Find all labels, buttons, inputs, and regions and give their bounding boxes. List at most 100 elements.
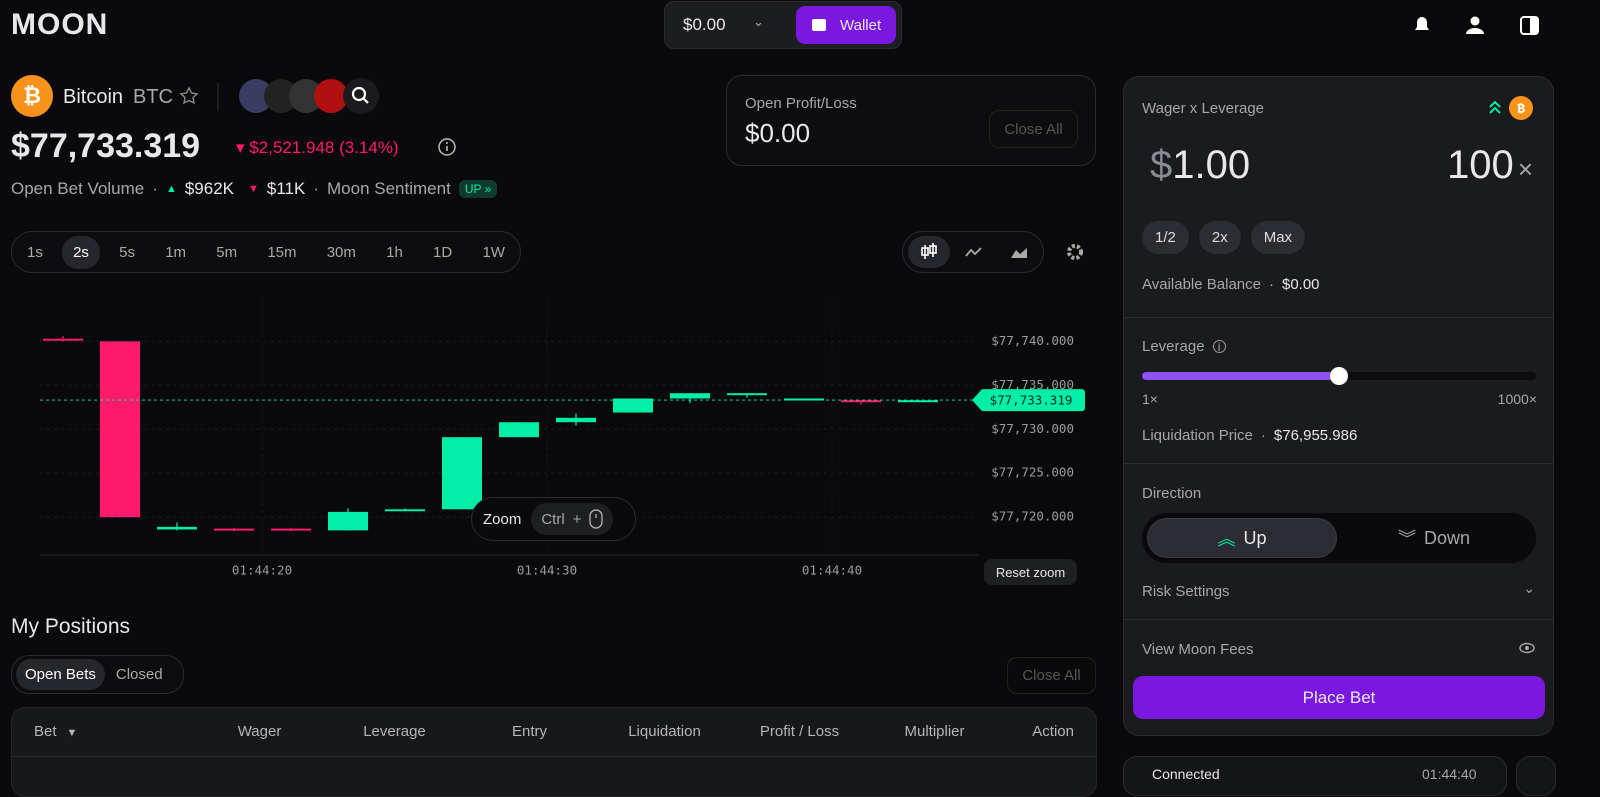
zoom-label: Zoom [483,510,522,528]
leverage-label-row: Leverage i [1142,338,1226,355]
candle-body [442,437,482,510]
quick-button[interactable]: 1/2 [1142,221,1189,254]
candle-body [727,393,767,396]
up-button[interactable]: ︽ Up [1147,518,1337,558]
candle-body [556,417,596,423]
candle-body [100,341,140,518]
currency: $ [1150,143,1173,187]
interval[interactable]: 15m [267,243,297,261]
tab[interactable]: Open Bets [16,659,105,690]
positions-tabs: Open Bets Closed [11,655,184,694]
dot: · [152,179,158,198]
logo[interactable]: MOON [11,8,109,41]
risk-settings[interactable]: Risk Settings [1142,583,1230,600]
leverage-label: Leverage [1142,338,1205,355]
down-arrow: ▾ [236,138,250,157]
quick-button[interactable]: Max [1250,221,1306,254]
svg-text:₿: ₿ [23,84,41,109]
svg-text:₿: ₿ [1517,102,1525,117]
interval[interactable]: 5m [216,243,238,261]
asset-icons: ₿ [11,75,379,117]
candle-body [898,400,938,403]
last-price-tag [972,389,1085,412]
interval[interactable]: 1W [482,243,505,261]
up-arrow: ▲ [165,183,177,195]
mouse-icon [589,509,604,529]
reset-zoom[interactable]: Reset zoom [984,559,1077,585]
column-header: Multiplier [904,723,965,740]
interval[interactable]: 2s [62,235,100,269]
x-tick-label: 01:44:40 [802,563,862,578]
interval[interactable]: 1s [27,243,43,261]
down-button[interactable]: ︾ Down [1339,518,1529,558]
lev-min: 1× [1142,391,1158,407]
asset-symbol: BTC [133,86,173,108]
lev-max: 1000× [1497,391,1537,407]
volume-row: Open Bet Volume · ▲ $962K ▼ $11K · Moon Sent… [11,179,498,199]
close-all-positions[interactable]: Close All [1007,657,1096,694]
candle-body [841,400,881,403]
interval-bar: 1s 2s 5s 1m 5m 15m 30m 1h 1D 1W [11,231,521,273]
zoom-keys: Ctrl + [531,503,614,535]
balance-row: Available Balance · $0.00 [1142,276,1320,293]
pnl-label: Open Profit/Loss [745,95,857,112]
balance-value: $0.00 [1281,276,1320,293]
pnl-card [726,75,1096,166]
eye-icon[interactable] [1519,642,1535,654]
up-label: Up [1243,527,1267,548]
asset-name: Bitcoin [63,86,124,108]
volume-label: Open Bet Volume [11,179,145,198]
info-icon: i [1212,340,1226,354]
pnl-value: $0.00 [745,118,811,148]
liq-row: Liquidation Price · $76,955.986 [1142,427,1357,444]
candle-body [784,398,824,401]
slider-fill [1142,372,1339,380]
panel-icons: ₿ [1489,96,1533,120]
down-arrow: ▼ [248,183,259,195]
y-tick-label: $77,725.000 [991,465,1074,480]
place-bet[interactable]: Place Bet [1133,676,1545,719]
settings-icon[interactable] [1065,242,1085,262]
column-header: Liquidation [628,723,701,740]
interval[interactable]: 5s [119,243,135,261]
liq-value: $76,955.986 [1273,427,1358,444]
header-divider [11,756,1097,757]
quick-buttons: 1/2 2x Max [1142,221,1306,254]
wallet-label[interactable]: Wallet [840,17,882,34]
leverage-input[interactable]: 100 × [1447,143,1533,188]
wager[interactable]: $1.00 [1150,143,1250,188]
interval[interactable]: 1m [165,243,187,261]
column-header[interactable]: Bet ▼ [34,723,78,740]
divider [1124,317,1553,318]
wager-value: 1.00 [1172,143,1251,187]
search-button[interactable] [1516,756,1556,796]
y-tick-label: $77,730.000 [991,421,1074,436]
candle-body [499,422,539,438]
quick-button[interactable]: 2x [1198,221,1241,254]
price: $77,733.319 [11,127,201,165]
candle-body [385,509,425,512]
balance-label: Available Balance [1142,276,1261,293]
candle-body [670,393,710,399]
close-all[interactable]: Close All [989,110,1078,148]
slider-thumb[interactable] [1330,367,1348,385]
dot: · [1260,427,1266,444]
dot: · [313,179,320,198]
leverage-value: 100 [1447,143,1514,187]
sentiment-badge: UP » [458,180,498,198]
y-tick-label: $77,720.000 [991,509,1074,524]
header-icons [1415,16,1539,35]
interval[interactable]: 1h [386,243,403,261]
last-price-label: $77,733.319 [990,393,1073,408]
interval[interactable]: 1D [433,243,453,261]
balance[interactable]: $0.00 [683,15,726,34]
chevron: ⌄ [753,14,764,29]
zoom-key: Ctrl [541,510,565,528]
fees[interactable]: View Moon Fees [1142,641,1254,658]
up-icon: ︽ [1217,529,1236,549]
candle-body [613,398,653,413]
interval[interactable]: 30m [326,243,356,261]
tab[interactable]: Closed [115,666,163,683]
direction-label: Direction [1142,485,1202,502]
